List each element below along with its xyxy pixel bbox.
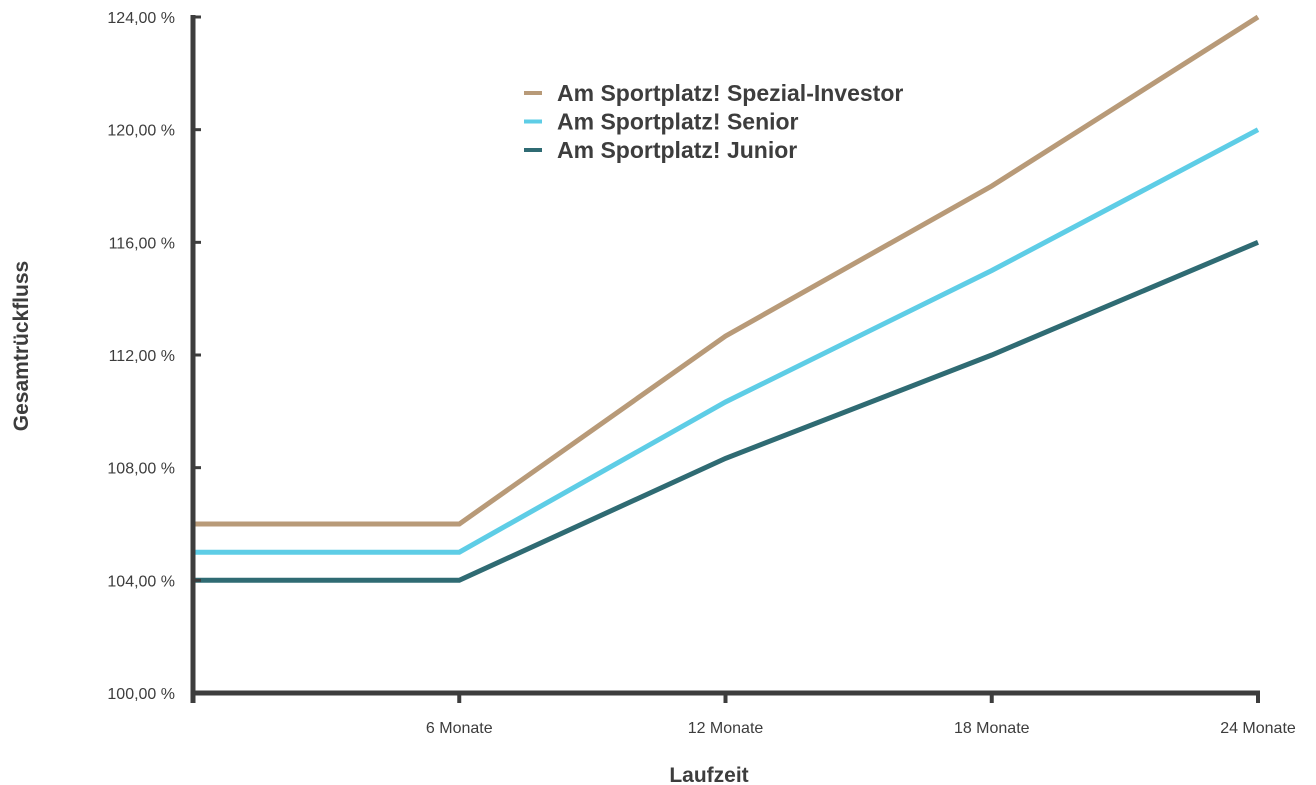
- legend-label: Am Sportplatz! Junior: [557, 137, 797, 163]
- x-tick-label: 12 Monate: [688, 720, 764, 737]
- series-line-3: [193, 239, 1259, 583]
- x-tick-label: 18 Monate: [954, 720, 1030, 737]
- legend-label: Am Sportplatz! Senior: [557, 109, 799, 135]
- y-tick-label: 112,00 %: [109, 348, 175, 365]
- y-tick-label: 100,00 %: [107, 686, 175, 703]
- x-tick-layer: 6 Monate 12 Monate 18 Monate 24 Monate: [191, 693, 1296, 737]
- legend: Am Sportplatz! Spezial-Investor Am Sportp…: [524, 80, 903, 163]
- y-axis-title: Gesamtrückfluss: [10, 261, 33, 431]
- legend-label: Am Sportplatz! Spezial-Investor: [557, 80, 903, 106]
- series-layer: [193, 14, 1260, 583]
- series-line-2: [193, 127, 1260, 555]
- y-tick-label: 104,00 %: [107, 573, 175, 590]
- y-tick-label: 120,00 %: [107, 123, 175, 140]
- x-tick-label: 24 Monate: [1220, 720, 1296, 737]
- y-tick-layer: 100,00 % 104,00 % 108,00 % 112,00 % 116,00 %…: [107, 10, 201, 703]
- legend-item: Am Sportplatz! Senior: [524, 109, 799, 135]
- y-tick-label: 116,00 %: [109, 235, 175, 252]
- legend-item: Am Sportplatz! Junior: [524, 137, 797, 163]
- legend-item: Am Sportplatz! Spezial-Investor: [524, 80, 903, 106]
- y-tick-label: 124,00 %: [107, 10, 175, 27]
- y-tick-label: 108,00 %: [107, 461, 175, 478]
- series-line-1: [193, 14, 1260, 527]
- x-tick-label: 6 Monate: [426, 720, 493, 737]
- x-axis-title: Laufzeit: [669, 764, 748, 785]
